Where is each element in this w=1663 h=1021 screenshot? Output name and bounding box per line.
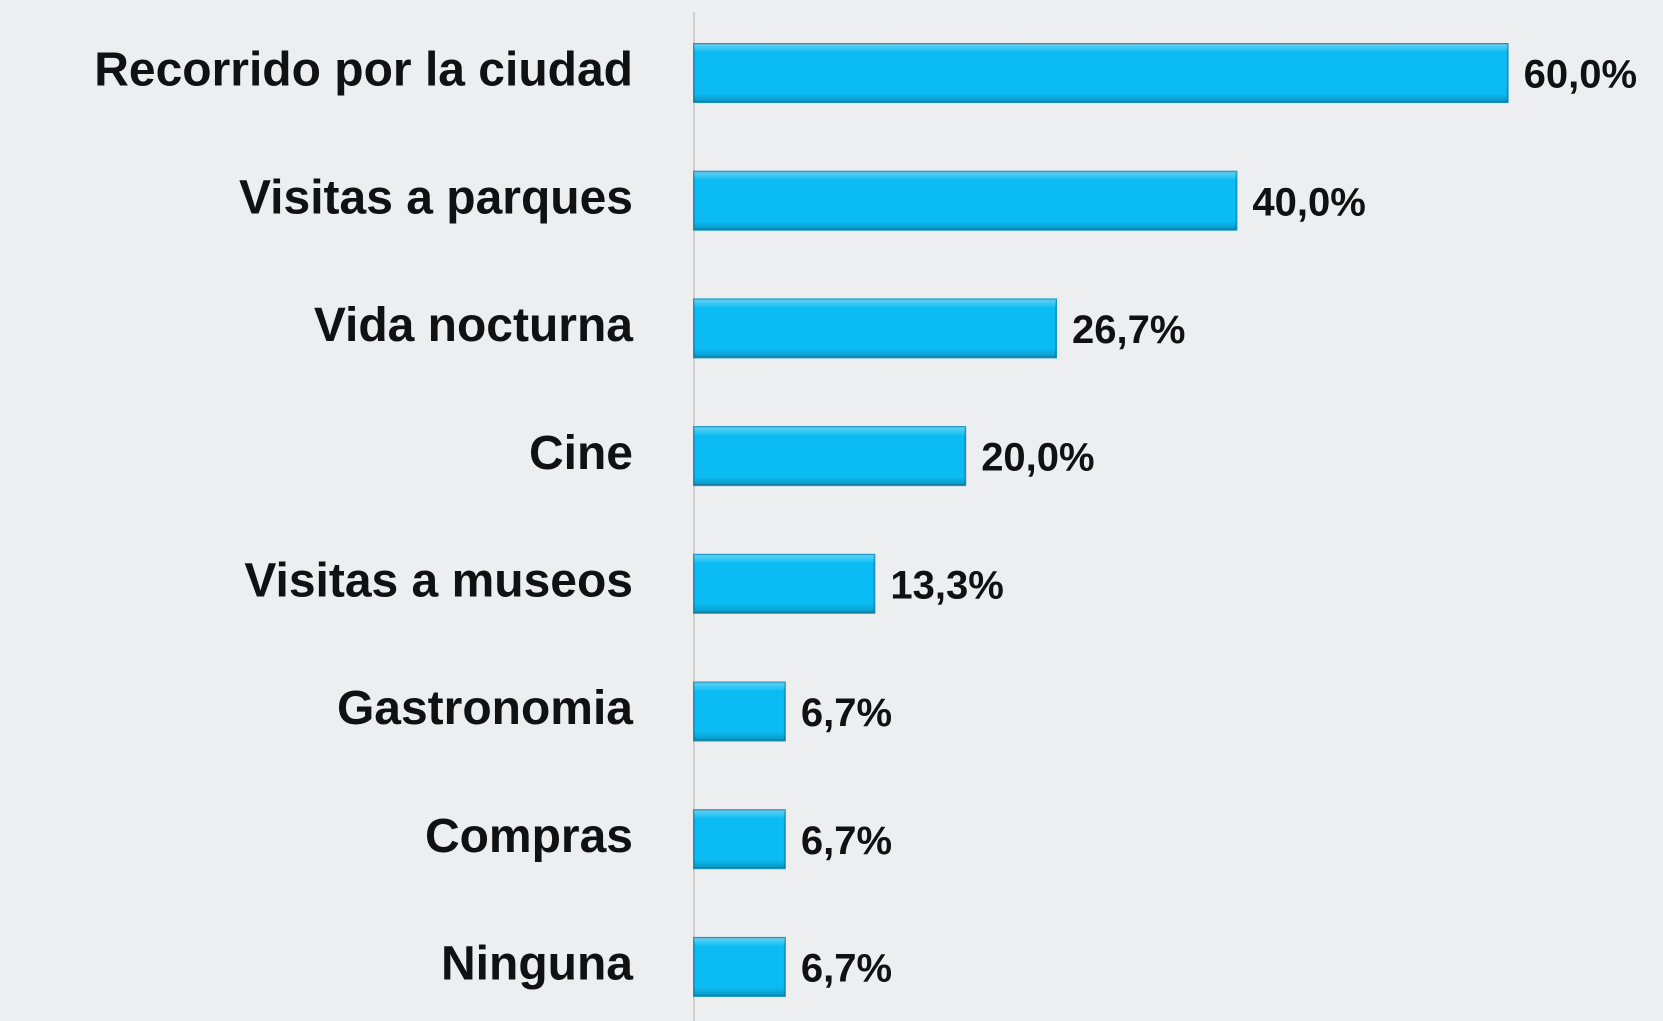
value-label: 6,7%: [801, 691, 892, 735]
value-label: 20,0%: [981, 436, 1094, 480]
bar-shade: [694, 427, 966, 486]
bar-shade: [694, 171, 1237, 230]
value-label: 13,3%: [890, 563, 1003, 607]
bar-shade: [694, 937, 785, 996]
bar-shade: [694, 299, 1057, 358]
category-label: Recorrido por la ciudad: [94, 44, 633, 97]
bar-shade: [694, 554, 875, 613]
value-label: 6,7%: [801, 819, 892, 863]
category-label: Vida nocturna: [314, 299, 633, 352]
value-label: 6,7%: [801, 946, 892, 990]
category-label: Ninguna: [441, 938, 633, 991]
value-label: 26,7%: [1072, 308, 1185, 352]
category-label: Gastronomia: [337, 682, 633, 735]
bar-shade: [694, 44, 1508, 102]
bar-shade: [694, 682, 785, 741]
category-label: Compras: [425, 810, 633, 863]
value-label: 40,0%: [1252, 180, 1365, 224]
value-label: 60,0%: [1524, 53, 1637, 97]
category-label: Cine: [529, 427, 633, 480]
category-label: Visitas a museos: [244, 554, 633, 607]
category-label: Visitas a parques: [239, 171, 633, 224]
bar-shade: [694, 810, 785, 869]
